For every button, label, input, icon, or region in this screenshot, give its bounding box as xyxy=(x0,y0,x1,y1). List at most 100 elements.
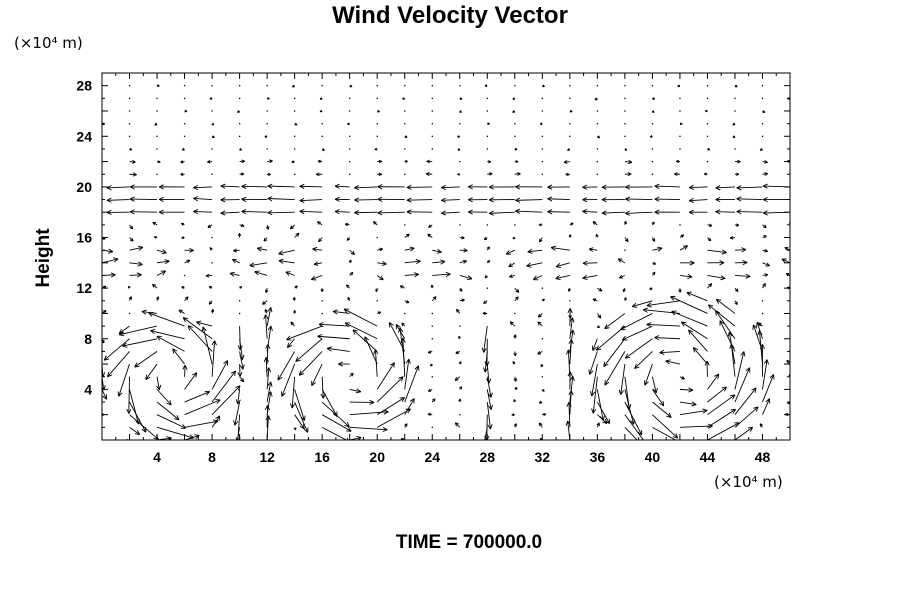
wind-vector xyxy=(404,148,406,150)
wind-vector xyxy=(569,222,574,226)
wind-vector xyxy=(488,184,515,190)
wind-vector xyxy=(181,236,185,240)
wind-vector xyxy=(377,196,405,202)
wind-vector xyxy=(762,210,790,216)
wind-vector xyxy=(680,321,708,340)
wind-vector xyxy=(181,286,185,290)
x-tick-label: 32 xyxy=(535,449,551,465)
wind-vector xyxy=(484,84,488,88)
wind-vector xyxy=(184,247,194,253)
wind-vector xyxy=(239,376,245,383)
wind-vector xyxy=(677,84,681,88)
wind-vector xyxy=(729,236,736,240)
wind-vector xyxy=(634,351,653,369)
wind-vector xyxy=(122,338,158,348)
wind-vector xyxy=(102,248,114,254)
wind-vector xyxy=(102,325,103,327)
wind-vector xyxy=(707,408,737,428)
wind-vector xyxy=(625,210,653,216)
wind-vector xyxy=(184,390,210,403)
wind-vector xyxy=(541,110,544,112)
wind-vector xyxy=(734,426,754,440)
wind-vector xyxy=(455,350,460,354)
wind-vector xyxy=(582,208,598,215)
wind-vector xyxy=(652,246,663,252)
wind-vector xyxy=(736,185,763,191)
wind-vector xyxy=(679,224,681,226)
wind-vector xyxy=(210,308,215,314)
wind-vector xyxy=(646,322,680,328)
wind-vector xyxy=(404,358,411,390)
x-tick-label: 4 xyxy=(153,449,161,465)
wind-vector xyxy=(688,209,708,215)
wind-vector xyxy=(156,335,185,352)
wind-vector xyxy=(220,197,240,203)
wind-vector xyxy=(182,317,213,340)
wind-vector xyxy=(569,109,573,113)
wind-vector xyxy=(789,110,790,112)
wind-vector xyxy=(513,351,517,357)
y-tick-label: 4 xyxy=(84,381,92,397)
wind-vector xyxy=(642,307,680,314)
wind-vector xyxy=(786,359,790,365)
wind-vector xyxy=(264,135,268,138)
wind-vector xyxy=(102,349,103,352)
wind-vector xyxy=(129,184,158,190)
wind-vector xyxy=(736,196,763,202)
wind-vector xyxy=(102,122,105,126)
wind-vector xyxy=(289,376,296,409)
wind-vector xyxy=(183,274,186,277)
wind-vector xyxy=(376,123,378,125)
wind-vector xyxy=(671,310,708,327)
wind-vector xyxy=(102,160,103,163)
wind-vector xyxy=(762,160,768,164)
wind-vector xyxy=(349,110,351,112)
x-tick-label: 24 xyxy=(424,449,440,465)
wind-vector xyxy=(264,288,269,294)
wind-vector xyxy=(263,357,269,377)
wind-vector xyxy=(294,110,296,112)
wind-vector xyxy=(569,123,571,125)
wind-vector xyxy=(263,314,269,339)
wind-vector xyxy=(180,160,185,164)
wind-vector xyxy=(487,122,490,126)
wind-vector xyxy=(734,110,736,112)
wind-vector xyxy=(734,273,751,279)
wind-vector xyxy=(299,183,323,189)
wind-vector xyxy=(207,224,213,228)
wind-vector xyxy=(759,148,763,151)
wind-vector xyxy=(706,135,709,137)
wind-vector xyxy=(654,335,680,341)
wind-vector xyxy=(321,148,325,151)
wind-vector xyxy=(568,313,572,319)
wind-vector xyxy=(649,135,653,138)
wind-vector xyxy=(459,414,461,416)
wind-vector xyxy=(278,249,295,256)
wind-vector xyxy=(707,283,713,289)
wind-vector xyxy=(239,172,245,176)
wind-vector xyxy=(707,394,736,416)
wind-vector xyxy=(289,224,295,230)
wind-vector xyxy=(515,208,543,214)
wind-vector xyxy=(715,298,736,314)
wind-vector xyxy=(128,123,131,125)
wind-vector xyxy=(486,259,491,264)
wind-vector xyxy=(789,123,790,125)
wind-vector xyxy=(156,135,158,137)
x-unit-label: (×10⁴ m) xyxy=(714,473,783,491)
wind-vector xyxy=(789,173,790,175)
wind-vector xyxy=(679,122,683,126)
wind-vector xyxy=(734,84,738,88)
wind-vector xyxy=(428,224,433,228)
wind-vector xyxy=(569,376,575,403)
wind-vector xyxy=(707,386,727,403)
wind-vector xyxy=(267,159,273,164)
wind-vector xyxy=(541,173,544,175)
wind-vector xyxy=(430,363,433,367)
wind-vector xyxy=(547,196,570,202)
wind-vector xyxy=(349,84,353,88)
wind-vector xyxy=(129,159,136,164)
wind-vector xyxy=(734,387,757,415)
wind-vector xyxy=(505,249,515,255)
